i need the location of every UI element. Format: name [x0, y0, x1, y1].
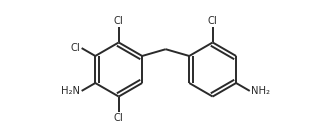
Text: Cl: Cl	[114, 113, 124, 123]
Text: Cl: Cl	[71, 43, 80, 53]
Text: NH₂: NH₂	[251, 86, 270, 96]
Text: Cl: Cl	[114, 16, 124, 26]
Text: H₂N: H₂N	[61, 86, 80, 96]
Text: Cl: Cl	[208, 16, 218, 26]
